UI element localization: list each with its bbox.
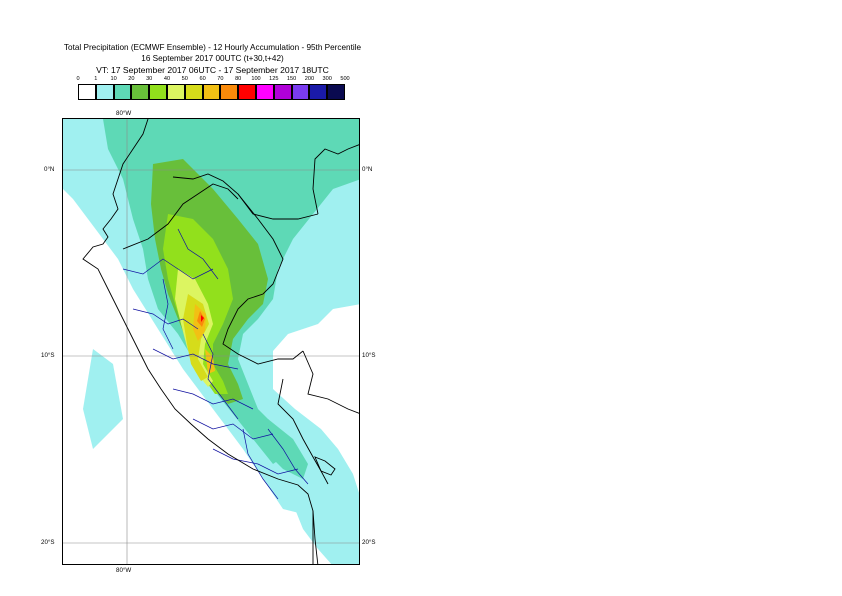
precip-area-80-100: [201, 315, 204, 322]
legend-color-box: [95, 84, 114, 100]
lon-label-top: 80°W: [116, 110, 132, 117]
peru-ecuador-border: [122, 183, 239, 250]
title-product: Total Precipitation (ECMWF Ensemble) - 1…: [63, 43, 362, 52]
legend-color-box: [256, 84, 274, 100]
admin-line: [177, 228, 219, 280]
admin-line: [242, 428, 279, 500]
legend-tick-label: 100: [251, 76, 261, 82]
legend-color-box: [291, 84, 310, 100]
admin-line: [202, 333, 239, 420]
legend-tick-label: 50: [181, 76, 188, 82]
legend-tick-label: 0: [76, 76, 80, 82]
admin-line: [172, 388, 254, 410]
legend-color-box: [149, 84, 167, 100]
legend-tick-label: 70: [217, 76, 224, 82]
colombia-brazil-border: [312, 144, 359, 215]
peru-brazil-border: [222, 193, 304, 365]
legend-tick-label: 500: [340, 76, 350, 82]
admin-line: [267, 428, 309, 485]
legend-tick-label: 1: [94, 76, 98, 82]
legend-color-box: [184, 84, 203, 100]
legend-color-box: [113, 84, 132, 100]
legend-color-box: [78, 84, 96, 100]
precipitation-map: [62, 118, 360, 565]
lat-label-10-left: 10°S: [41, 352, 55, 359]
legend-tick-label: 80: [235, 76, 242, 82]
lat-label-20-right: 20°S: [362, 539, 376, 546]
admin-line: [162, 278, 174, 350]
legend-color-box: [309, 84, 328, 100]
legend-color-box: [167, 84, 185, 100]
precip-area-10-20-south: [263, 419, 308, 479]
lon-label-bottom: 80°W: [116, 567, 132, 574]
map-svg: [63, 119, 359, 564]
legend-color-box: [202, 84, 221, 100]
legend-color-box: [220, 84, 239, 100]
legend-tick-label: 150: [286, 76, 297, 82]
admin-line: [152, 348, 239, 370]
title-base-time: 16 September 2017 00UTC (t+30,t+42): [141, 54, 284, 63]
legend-tick-label: 10: [110, 76, 117, 82]
admin-line: [132, 308, 199, 330]
legend-color-box: [327, 84, 345, 100]
lat-label-10-right: 10°S: [362, 352, 376, 359]
legend-color-box: [131, 84, 150, 100]
admin-line: [122, 258, 214, 280]
graticule: [63, 119, 359, 564]
legend-tick-label: 30: [146, 76, 153, 82]
legend-tick-label: 20: [128, 76, 135, 82]
admin-boundaries: [122, 228, 309, 500]
lat-label-20-left: 20°S: [41, 539, 55, 546]
title-valid-time: VT: 17 September 2017 06UTC - 17 Septemb…: [96, 65, 329, 75]
admin-line: [192, 418, 274, 440]
brazil-bolivia-border: [302, 350, 359, 414]
admin-line: [212, 448, 299, 475]
chile-coast: [312, 510, 319, 564]
lat-label-0-left: 0°N: [44, 166, 55, 173]
legend-tick-label: 40: [163, 76, 171, 82]
lat-label-0-right: 0°N: [362, 166, 373, 173]
legend-tick-label: 125: [269, 76, 279, 82]
lake-titicaca: [314, 456, 336, 476]
precip-shading: [63, 119, 359, 564]
legend-tick-label: 300: [322, 76, 332, 82]
precip-area-1-10-coast: [83, 349, 123, 449]
legend-color-box: [238, 84, 256, 100]
coastlines-borders: [82, 119, 359, 564]
color-legend: 0 1 10 20 30 40 50 60 70 80 100 125 150 200 300 500: [76, 76, 350, 102]
legend-tick-label: 60: [199, 76, 206, 82]
legend-tick-label: 200: [304, 76, 315, 82]
pacific-coastline: [82, 119, 314, 564]
legend-color-box: [273, 84, 292, 100]
